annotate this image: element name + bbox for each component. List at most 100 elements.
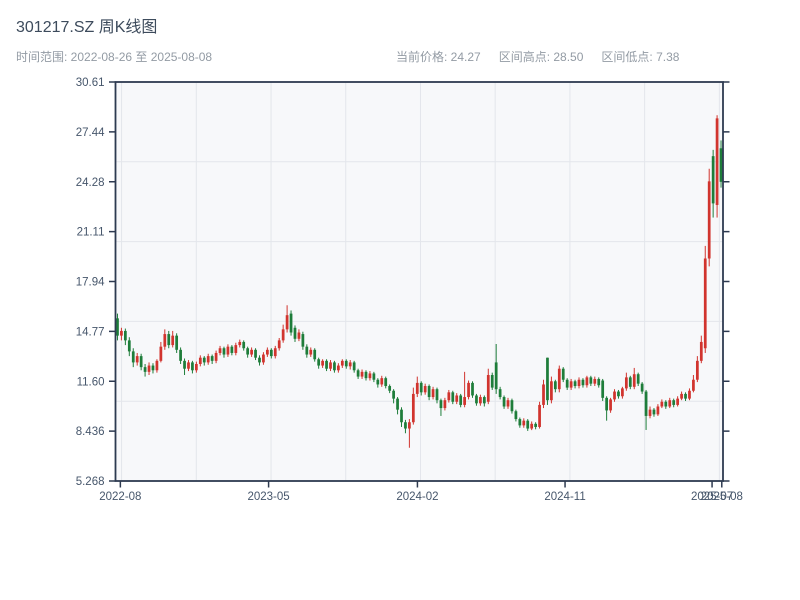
x-tick-label: 2024-02 [396, 491, 438, 503]
candle-body [486, 375, 490, 402]
candle-body [565, 379, 569, 388]
candle-body [364, 371, 368, 379]
candle-body [415, 382, 419, 394]
candle-body [246, 348, 250, 355]
candle-body [640, 383, 644, 392]
candle-body [333, 362, 336, 371]
candle-body [443, 400, 447, 409]
candle-body [297, 332, 301, 339]
candle-body [522, 420, 526, 426]
y-tick-label: 17.94 [76, 277, 105, 289]
candle-body [585, 377, 589, 386]
candle-body [285, 315, 289, 330]
time-range-label: 时间范围: 2022-08-26 至 2025-08-08 [16, 50, 213, 64]
price-stats: 当前价格: 24.27 区间高点: 28.50 区间低点: 7.38 [396, 48, 679, 65]
plot-background [115, 82, 723, 481]
candle-body [431, 389, 435, 398]
candle-body [664, 401, 668, 407]
candle-body [506, 400, 510, 407]
candle-body [226, 346, 230, 355]
candle-body [538, 404, 541, 427]
candle-body [557, 368, 561, 390]
candle-body [581, 379, 585, 386]
range-high-label: 区间高点: 28.50 [498, 50, 584, 64]
candle-body [703, 258, 707, 349]
candle-body [475, 395, 478, 404]
candle-body [526, 420, 530, 429]
candle-body [471, 382, 474, 396]
candle-body [561, 368, 565, 380]
candle-body [273, 348, 277, 357]
candle-body [262, 354, 265, 363]
candle-body [151, 365, 155, 371]
candle-body [230, 346, 234, 353]
candle-body [147, 365, 151, 372]
candle-body [609, 399, 612, 411]
candle-body [348, 362, 352, 367]
range-low-label: 区间低点: 7.38 [601, 50, 680, 64]
candle-body [171, 335, 175, 346]
candle-body [699, 341, 703, 361]
candle-body [179, 349, 182, 361]
candle-body [309, 349, 313, 355]
candle-body [589, 377, 593, 384]
candle-body [479, 397, 482, 404]
y-tick-label: 14.77 [76, 326, 105, 338]
candle-body [490, 375, 494, 388]
candle-body [139, 356, 143, 368]
candle-body [289, 313, 293, 333]
candle-body [648, 409, 652, 416]
candle-body [514, 411, 518, 420]
candle-body [368, 373, 372, 379]
candle-body [388, 386, 392, 391]
candle-body [266, 349, 269, 355]
candle-body [238, 341, 242, 346]
candle-body [337, 365, 340, 371]
candle-body [222, 348, 226, 355]
candle-body [711, 156, 715, 204]
candle-body [553, 381, 557, 390]
candle-body [187, 362, 190, 369]
candle-body [518, 419, 522, 426]
candle-body [202, 357, 206, 363]
candle-body [423, 386, 427, 393]
candle-body [411, 393, 415, 423]
candle-body [502, 397, 506, 407]
current-price-label: 当前价格: 24.27 [396, 50, 481, 64]
candle-body [305, 346, 309, 355]
candle-body [482, 397, 486, 404]
candle-body [155, 360, 159, 371]
candle-body [656, 406, 660, 415]
candle-body [396, 398, 399, 410]
candle-body [672, 400, 676, 405]
candle-body [605, 397, 609, 411]
candle-body [692, 379, 695, 391]
candle-body [467, 382, 470, 398]
candle-body [321, 360, 324, 366]
candle-body [463, 397, 466, 405]
candle-body [628, 377, 632, 387]
candle-body [577, 379, 581, 387]
candle-body [715, 118, 719, 205]
candle-body [636, 374, 640, 384]
candle-body [135, 356, 139, 363]
candle-body [329, 362, 332, 369]
candle-body [183, 360, 186, 369]
candle-body [198, 357, 202, 364]
y-tick-label: 27.44 [76, 127, 105, 139]
candle-body [281, 329, 285, 341]
candle-body [210, 356, 214, 361]
candle-body [301, 334, 305, 347]
candle-body [159, 346, 163, 361]
candle-body [163, 334, 167, 347]
candle-body [356, 370, 360, 377]
candle-body [175, 335, 179, 350]
candle-body [313, 349, 317, 360]
candle-body [494, 362, 498, 390]
candle-body [250, 349, 253, 355]
candle-body [542, 384, 545, 405]
x-tick-label: 2025-08 [701, 491, 743, 503]
candle-body [376, 379, 380, 385]
candle-body [447, 392, 451, 401]
candle-body [372, 373, 376, 380]
